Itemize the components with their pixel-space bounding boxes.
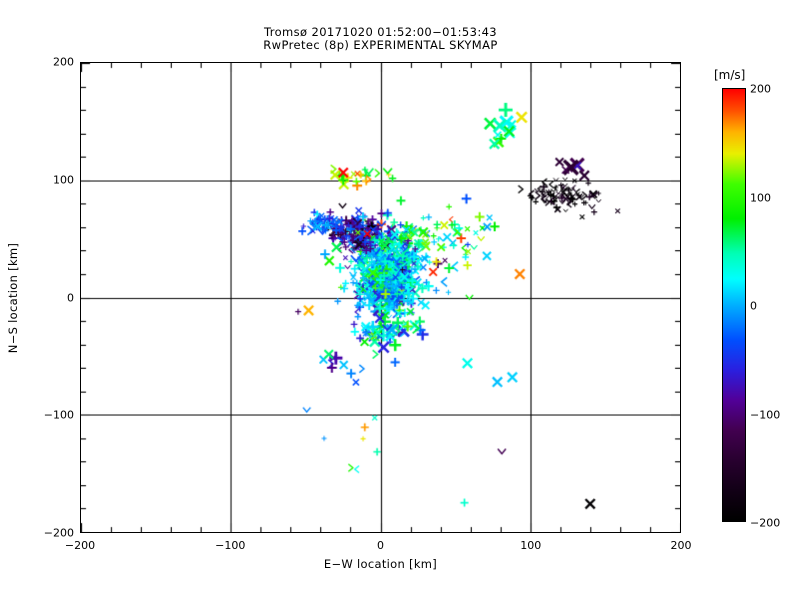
y-tick-label: 200 [53, 55, 74, 69]
y-axis-label: N−S location [km] [6, 242, 20, 353]
colorbar-gradient [723, 89, 745, 521]
scatter-canvas [81, 63, 680, 532]
x-tick-label: −200 [64, 539, 96, 552]
colorbar-tick-label: 0 [750, 299, 757, 313]
y-tick-label: −200 [43, 526, 74, 540]
colorbar-tick-label: 200 [750, 82, 771, 96]
x-tick-label: 200 [670, 539, 692, 552]
y-tick-label: −100 [43, 408, 74, 422]
x-tick-label: −100 [215, 539, 246, 552]
y-tick-label: 100 [53, 173, 74, 187]
title-line-1: Tromsø 20171020 01:52:00−01:53:43 [263, 25, 498, 39]
colorbar-tick-label: −200 [750, 516, 781, 530]
colorbar-tick-label: 100 [750, 191, 771, 204]
x-tick-label: 0 [377, 539, 384, 552]
title-line-2: RwPretec (8p) EXPERIMENTAL SKYMAP [263, 38, 498, 52]
y-tick-label: 0 [67, 291, 74, 304]
y-axis-label-container: N−S location [km] [0, 62, 26, 533]
colorbar-title: [m/s] [714, 68, 746, 82]
plot-area [80, 62, 681, 533]
colorbar-tick-label: −100 [750, 408, 781, 421]
figure-title: Tromsø 20171020 01:52:00−01:53:43 RwPret… [80, 26, 681, 52]
x-axis-label: E−W location [km] [323, 557, 438, 571]
x-tick-label: 100 [520, 539, 542, 552]
colorbar [722, 88, 746, 522]
